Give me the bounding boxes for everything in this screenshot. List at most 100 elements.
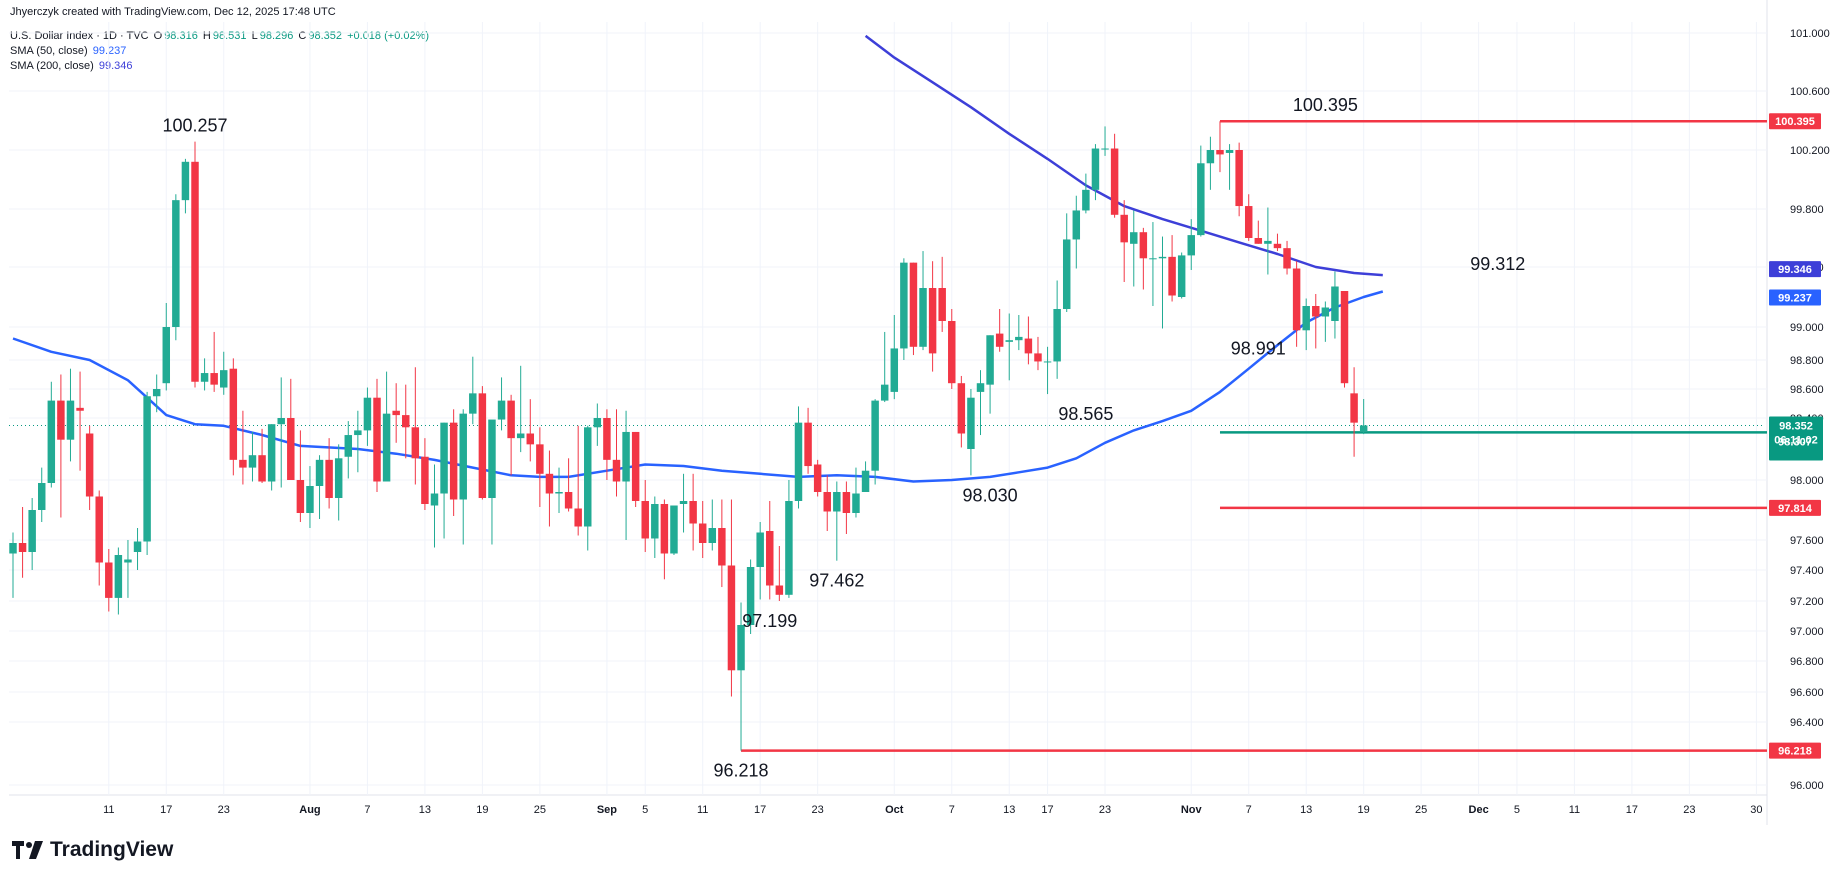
x-tick-label: 11 [1569, 804, 1580, 816]
candle-body [584, 427, 592, 527]
candle-body [833, 492, 841, 512]
candle [1302, 298, 1310, 351]
candle-body [440, 422, 448, 494]
candle [459, 409, 467, 545]
candle [909, 262, 918, 356]
x-tick-label: Oct [885, 804, 904, 816]
candle [191, 141, 199, 388]
candle [478, 386, 487, 500]
sma-price-tag [1769, 261, 1821, 278]
candle-body [181, 161, 190, 201]
candle [689, 473, 697, 551]
candle [1149, 222, 1157, 306]
x-tick-label: Aug [299, 804, 320, 816]
candle-body [1187, 235, 1195, 256]
candle-body [766, 531, 774, 586]
candle-body [612, 459, 621, 482]
y-tick-label: 96.400 [1790, 717, 1824, 729]
legend-sma50[interactable]: SMA (50, close) 99.237 [10, 45, 128, 57]
x-tick-label: 17 [160, 804, 172, 816]
candle [631, 431, 640, 507]
candle [76, 371, 84, 471]
candle-body [564, 492, 573, 509]
legend-low-label: L [251, 30, 258, 42]
y-tick-label: 97.000 [1790, 626, 1824, 638]
candle [1043, 346, 1052, 395]
x-tick-label: 19 [476, 804, 488, 816]
y-tick-label: 96.000 [1790, 780, 1824, 792]
candle-body [670, 505, 678, 554]
candle-body [1120, 214, 1128, 243]
candle [1235, 142, 1243, 217]
x-tick-label: 13 [1003, 804, 1015, 816]
y-tick-label: 97.400 [1790, 565, 1824, 577]
candle-body [210, 373, 218, 385]
legend-sma200[interactable]: SMA (200, close) 99.346 [10, 60, 134, 72]
candle [1216, 121, 1224, 173]
candle [986, 335, 994, 414]
candle-body [105, 562, 113, 598]
candle [210, 331, 218, 392]
candle-body [1139, 232, 1148, 259]
candle [402, 384, 410, 459]
candle-body [1015, 336, 1023, 341]
candle [469, 356, 477, 425]
y-tick-label: 97.200 [1790, 596, 1824, 608]
candle-body [737, 625, 745, 671]
candle [315, 455, 324, 519]
y-tick-label: 96.800 [1790, 656, 1824, 668]
candle [66, 368, 75, 462]
tradingview-logo[interactable]: TradingView [12, 838, 173, 862]
candle [651, 496, 659, 558]
candle [1130, 210, 1138, 287]
x-tick-label: 30 [1750, 804, 1762, 816]
candle [1254, 220, 1263, 244]
candle [411, 367, 420, 485]
candle-body [162, 327, 171, 384]
candle [852, 467, 860, 518]
candle [382, 371, 391, 482]
candle-body [1331, 286, 1339, 321]
candle [1072, 195, 1081, 269]
sma-price-label: 99.346 [1778, 264, 1812, 276]
candle-body [641, 501, 649, 539]
price-annotation: 98.565 [1058, 404, 1113, 424]
candle-body [1283, 248, 1291, 269]
candle [622, 410, 630, 540]
x-tick-label: 7 [364, 804, 370, 816]
candle-body [469, 393, 477, 414]
candle-body [478, 393, 487, 498]
candle [1206, 136, 1215, 190]
candle [497, 377, 506, 431]
x-tick-label: 23 [1683, 804, 1695, 816]
candle-body [449, 422, 458, 500]
candle [785, 480, 793, 598]
candle-body [794, 422, 803, 501]
candle-body [1292, 268, 1301, 331]
candle-body [373, 397, 381, 482]
x-tick-label: 5 [642, 804, 648, 816]
candle [842, 481, 851, 534]
candle [1321, 301, 1330, 342]
candle-body [660, 504, 669, 554]
candle-body [306, 486, 314, 513]
candle-body [277, 418, 285, 425]
candle [1359, 399, 1368, 435]
candle-body [871, 400, 879, 471]
candle [334, 444, 343, 521]
candle [756, 522, 764, 600]
candle [708, 499, 717, 551]
candle-body [9, 543, 17, 554]
candle-body [880, 384, 889, 401]
x-tick-label: 11 [697, 804, 708, 816]
price-annotation: 100.395 [1293, 95, 1358, 115]
candle [28, 498, 36, 570]
price-annotation: 100.257 [162, 116, 227, 136]
candle [967, 389, 975, 476]
candle-body [574, 508, 582, 527]
candle-body [1158, 256, 1167, 259]
candle-body [1149, 258, 1157, 260]
candle [890, 315, 899, 400]
candle [1110, 133, 1119, 218]
